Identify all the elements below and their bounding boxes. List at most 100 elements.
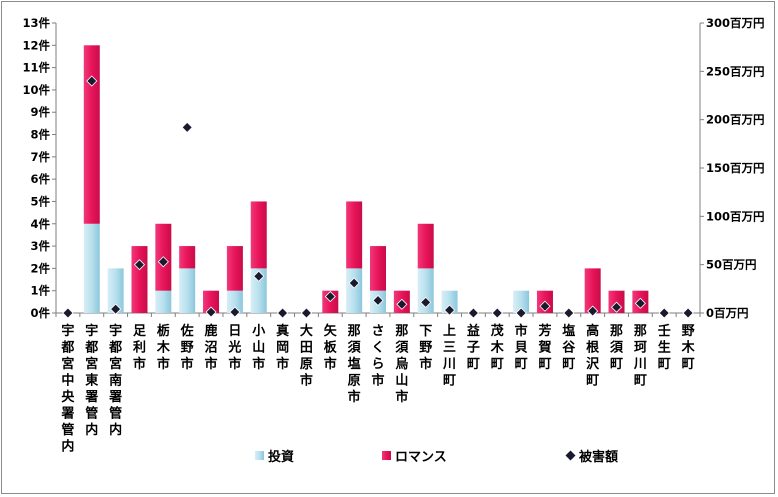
right-axis-tick-label: 50百万円 — [706, 258, 757, 272]
marker-damage-amount — [372, 294, 384, 306]
bar-romance — [370, 246, 386, 291]
bar-investment — [179, 268, 196, 313]
bar-romance — [346, 201, 363, 269]
marker-damage-amount — [324, 291, 336, 303]
marker-damage-amount — [443, 304, 456, 316]
marker-damage-amount — [634, 297, 646, 309]
left-axis-tick-label: 2件 — [30, 261, 50, 275]
category-label: 足利市 — [133, 324, 147, 372]
legend-swatch-romance — [382, 451, 391, 460]
left-axis-tick-label: 3件 — [30, 239, 50, 253]
marker-damage-amount — [133, 259, 146, 271]
bar-investment — [155, 290, 172, 313]
bar-investment — [226, 290, 243, 313]
left-axis-tick-label: 5件 — [30, 194, 50, 208]
marker-damage-amount — [539, 300, 551, 312]
category-label: 栃木市 — [156, 323, 171, 372]
marker-damage-amount — [563, 307, 575, 319]
marker-damage-amount — [300, 307, 313, 319]
bar-romance — [226, 246, 243, 291]
right-axis-tick-label: 0百万円 — [706, 306, 749, 320]
category-label: 壬生町 — [658, 323, 671, 372]
right-axis-tick-label: 250百万円 — [706, 64, 765, 78]
category-label: 市貝町 — [515, 323, 528, 372]
category-label: 真岡市 — [276, 323, 289, 372]
category-label: さくら市 — [371, 324, 384, 389]
bar-investment — [250, 268, 267, 313]
markers — [62, 75, 694, 319]
left-axis-tick-label: 1件 — [30, 284, 50, 298]
category-label: 佐野市 — [180, 323, 194, 372]
marker-damage-amount — [420, 296, 432, 308]
bar-romance — [83, 45, 100, 224]
marker-damage-amount — [396, 298, 408, 310]
category-label: 宇都宮南署管内 — [108, 323, 122, 438]
right-axis-tick-label: 150百万円 — [706, 161, 765, 175]
category-label: 那珂川町 — [633, 324, 647, 389]
category-label: 芳賀町 — [537, 323, 551, 372]
marker-damage-amount — [62, 307, 74, 319]
marker-damage-amount — [110, 303, 122, 315]
left-axis-tick-label: 13件 — [22, 16, 50, 30]
bar-romance — [203, 290, 220, 313]
left-axis-tick-label: 7件 — [30, 150, 50, 164]
marker-damage-amount — [515, 307, 527, 319]
right-axis-tick-label: 200百万円 — [706, 113, 765, 127]
marker-damage-amount — [610, 301, 623, 313]
legend-label: ロマンス — [395, 450, 447, 465]
category-label: 日光市 — [227, 324, 241, 372]
left-axis-tick-label: 11件 — [22, 61, 50, 75]
marker-damage-amount — [682, 307, 694, 319]
category-label: 宇都宮中央署管内 — [60, 323, 75, 455]
bar-investment — [83, 223, 100, 313]
marker-damage-amount — [229, 306, 241, 318]
category-label: 高根沢町 — [586, 323, 600, 389]
category-label: 塩谷町 — [562, 323, 576, 372]
bars — [83, 45, 649, 313]
bar-investment — [513, 290, 530, 313]
left-axis-tick-label: 9件 — [30, 105, 50, 119]
bar-investment — [107, 268, 124, 313]
marker-damage-amount — [181, 121, 193, 133]
category-label: 宇都宮東署管内 — [84, 323, 98, 438]
left-axis-tick-label: 4件 — [30, 217, 50, 231]
marker-damage-amount — [277, 307, 289, 319]
legend: 投資 ロマンス 被害額 — [255, 449, 618, 465]
category-label: 益子町 — [467, 323, 480, 372]
bar-investment — [441, 290, 458, 313]
category-label: 矢板市 — [324, 323, 338, 372]
bar-romance — [584, 268, 601, 313]
category-label: 鹿沼市 — [205, 323, 218, 372]
category-label: 野木町 — [681, 324, 696, 372]
marker-damage-amount — [253, 270, 265, 282]
category-label: 上三川町 — [442, 324, 456, 389]
category-label: 那須塩原市 — [347, 324, 362, 405]
marker-damage-amount — [205, 306, 217, 318]
marker-damage-amount — [467, 307, 479, 319]
bar-romance — [417, 223, 434, 269]
bar-romance — [250, 201, 267, 269]
left-axis-tick-label: 8件 — [30, 128, 50, 142]
labels: 0件 1件 2件 3件 4件 5件 6件 7件 8件 9件 10件 11件 12件 13件 0百万円 50百万… — [22, 16, 764, 455]
left-axis-tick-label: 0件 — [30, 306, 50, 320]
marker-damage-amount — [587, 305, 599, 317]
right-axis-tick-label: 300百万円 — [706, 16, 765, 30]
marker-damage-amount — [658, 307, 670, 319]
category-label: 那須烏山市 — [394, 324, 409, 405]
legend-label: 投資 — [268, 449, 294, 465]
category-label: 茂木町 — [490, 323, 505, 372]
left-axis-tick-label: 10件 — [22, 83, 50, 97]
category-label: 小山市 — [252, 324, 265, 372]
bar-romance — [131, 246, 148, 313]
left-axis-tick-label: 6件 — [30, 172, 50, 186]
marker-damage-amount — [157, 256, 169, 268]
right-axis-tick-label: 100百万円 — [706, 209, 765, 223]
marker-damage-amount — [348, 277, 360, 289]
category-label: 那須町 — [609, 324, 624, 372]
category-label: 大田原市 — [300, 323, 313, 389]
legend-label: 被害額 — [578, 449, 618, 465]
marker-damage-amount — [86, 75, 98, 87]
left-axis-tick-label: 12件 — [22, 38, 50, 52]
